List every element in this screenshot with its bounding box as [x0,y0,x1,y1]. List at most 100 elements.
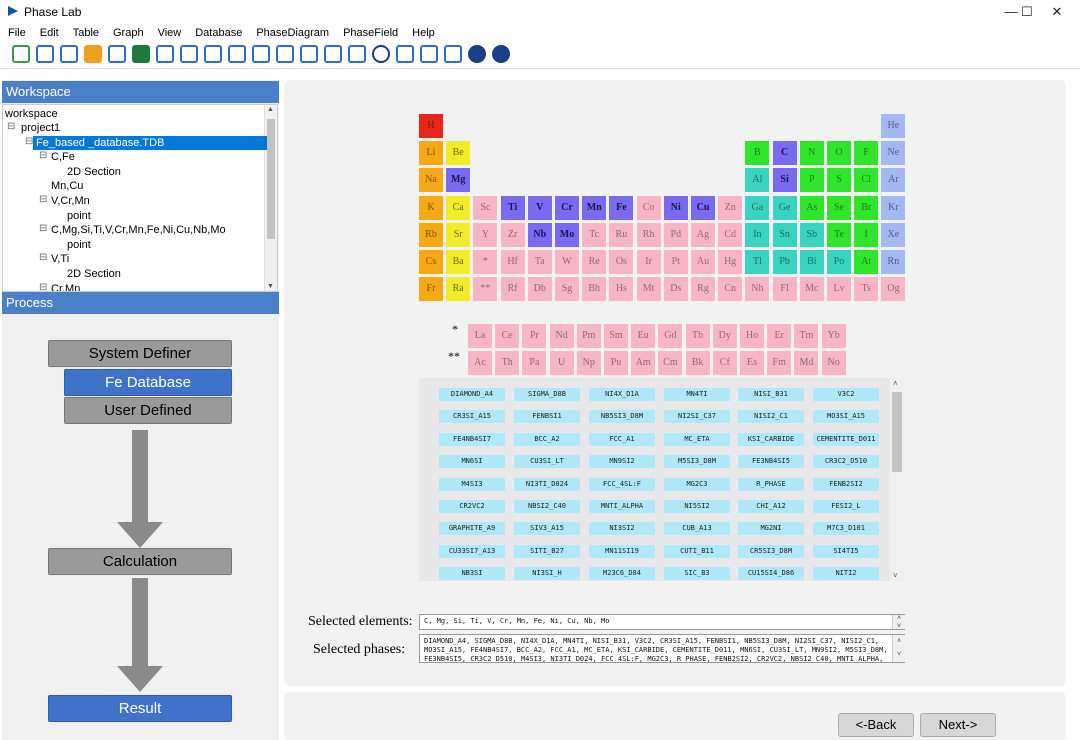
back-button[interactable]: <-Back [838,713,914,737]
element-Cr[interactable]: Cr [555,195,579,220]
element-Cn[interactable]: Cn [718,277,743,302]
tree-item[interactable]: Cr,Mn [51,282,81,292]
pointer-icon[interactable] [228,45,246,63]
menu-phasefield[interactable]: PhaseField [343,27,399,39]
element-Te[interactable]: Te [827,222,851,247]
phase-item[interactable]: NI4X_D1A [589,388,655,401]
element-Bh[interactable]: Bh [582,277,607,302]
element-Ge[interactable]: Ge [772,195,797,220]
element-Nd[interactable]: Nd [549,324,574,348]
tree-collapse-icon[interactable]: ⊟ [39,150,48,162]
sliders-icon[interactable] [324,45,342,63]
phase-item[interactable]: R_PHASE [738,477,804,491]
phase-item[interactable]: MO3SI_A15 [813,410,879,424]
element-starstar[interactable]: ** [473,277,498,302]
menu-table[interactable]: Table [72,27,99,39]
element-H[interactable]: H [419,114,443,138]
download-icon[interactable] [348,45,366,63]
phase-item[interactable]: NI3TI_D024 [514,477,580,491]
phase-item[interactable]: MN4TI [664,388,730,401]
menu-phasediagram[interactable]: PhaseDiagram [256,27,330,39]
element-Tc[interactable]: Tc [582,222,607,247]
element-Rb[interactable]: Rb [419,222,443,247]
element-Sm[interactable]: Sm [604,324,628,348]
phase-item[interactable]: M5SI3_D8M [664,455,730,469]
zoom-out-icon[interactable] [276,45,294,63]
element-Es[interactable]: Es [740,351,764,375]
phase-item[interactable]: NB5SI3_D8M [589,410,655,424]
element-Mt[interactable]: Mt [636,277,661,302]
phase-item[interactable]: MC_ETA [664,432,730,446]
element-Rg[interactable]: Rg [691,277,715,302]
element-Hg[interactable]: Hg [718,250,743,274]
scroll-up-icon[interactable]: ▲ [267,106,274,113]
element-Pb[interactable]: Pb [772,250,797,274]
element-K[interactable]: K [419,195,443,220]
menu-graph[interactable]: Graph [113,27,144,39]
menu-database[interactable]: Database [195,27,243,39]
menu-file[interactable]: File [8,27,26,39]
element-Rf[interactable]: Rf [500,277,525,302]
calculation-button[interactable]: Calculation [48,548,232,575]
tree-item[interactable]: C,Mg,Si,Ti,V,Cr,Mn,Fe,Ni,Cu,Nb,Mo [51,224,226,237]
element-Rh[interactable]: Rh [636,222,661,247]
txt-icon[interactable] [180,45,198,63]
phase-item[interactable]: NISI2_C1 [738,410,804,424]
phase-item[interactable]: CHI_A12 [738,500,804,513]
phase-item[interactable]: CU15SI4_D86 [738,567,804,581]
minimize-button[interactable]: — [1004,4,1018,19]
menu-edit[interactable]: Edit [39,27,59,39]
tree-collapse-icon[interactable]: ⊟ [39,252,48,264]
element-Pu[interactable]: Pu [604,351,628,375]
element-Po[interactable]: Po [827,250,851,274]
phase-item[interactable]: FCC_A1 [589,432,655,446]
phase-item[interactable]: M7C3_D101 [813,522,879,536]
element-Gd[interactable]: Gd [658,324,683,348]
phase-item[interactable]: M23C6_D84 [589,567,655,581]
element-No[interactable]: No [821,351,846,375]
element-Rn[interactable]: Rn [881,250,906,274]
element-Bi[interactable]: Bi [799,250,824,274]
element-Ir[interactable]: Ir [636,250,661,274]
element-Ra[interactable]: Ra [446,277,471,302]
element-Cf[interactable]: Cf [712,351,737,375]
scroll-thumb[interactable] [267,119,275,239]
phase-item[interactable]: CR5SI3_D8M [738,544,804,558]
maximize-button[interactable]: ☐ [1021,4,1033,19]
phase-item[interactable]: SIC_B3 [664,567,730,581]
element-Mc[interactable]: Mc [799,277,824,302]
element-Mg[interactable]: Mg [446,168,471,193]
element-Sc[interactable]: Sc [473,195,498,220]
element-O[interactable]: O [827,141,851,166]
element-Cd[interactable]: Cd [718,222,743,247]
element-Pt[interactable]: Pt [663,250,688,274]
element-Zr[interactable]: Zr [500,222,525,247]
element-He[interactable]: He [881,114,906,138]
element-Cs[interactable]: Cs [419,250,443,274]
phase-item[interactable]: SI4TI5 [813,544,879,558]
file-icon[interactable] [156,45,174,63]
element-Cu[interactable]: Cu [691,195,715,220]
element-V[interactable]: V [527,195,552,220]
next-button[interactable]: Next-> [920,713,996,737]
phase-item[interactable]: SITI_B27 [514,544,580,558]
line-tool-icon[interactable] [396,45,414,63]
element-Ds[interactable]: Ds [663,277,688,302]
tree-scrollbar[interactable]: ▲ ▼ [264,105,277,291]
target-icon[interactable] [372,45,390,63]
triangle-icon[interactable] [444,45,462,63]
phase-item[interactable]: NI3SI2 [589,522,655,536]
system-definer-button[interactable]: System Definer [48,340,232,367]
element-Nb[interactable]: Nb [527,222,552,247]
element-Ni[interactable]: Ni [663,195,688,220]
element-Np[interactable]: Np [576,351,601,375]
element-Ba[interactable]: Ba [446,250,471,274]
phase-item[interactable]: NITI2 [813,567,879,581]
element-Ho[interactable]: Ho [740,324,764,348]
element-S[interactable]: S [827,168,851,193]
elements-spinner[interactable]: ˄ ˅ [892,615,905,630]
phase-item[interactable]: CR3C2_D510 [813,455,879,469]
element-Pa[interactable]: Pa [522,351,547,375]
scroll-up-icon[interactable]: ˄ [893,379,898,388]
tree-collapse-icon[interactable]: ⊟ [39,194,48,205]
